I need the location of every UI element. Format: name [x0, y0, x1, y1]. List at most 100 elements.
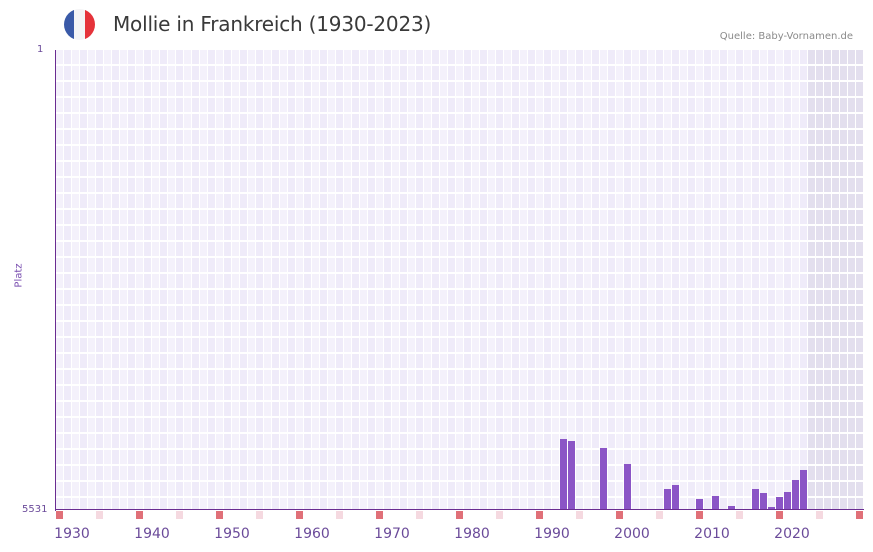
- bar-2014[interactable]: [728, 506, 735, 510]
- grid-column: [328, 50, 336, 510]
- chart-title: Mollie in Frankreich (1930-2023): [113, 12, 432, 36]
- bar-2010[interactable]: [696, 499, 703, 510]
- grid-column: [504, 50, 512, 510]
- grid-column: [672, 50, 680, 510]
- grid-column: [440, 50, 448, 510]
- grid-column: [632, 50, 640, 510]
- y-axis-top-label: 1: [37, 44, 44, 55]
- bar-2021[interactable]: [784, 492, 791, 510]
- grid-column: [792, 50, 800, 510]
- x-axis-label-2020: 2020: [774, 526, 810, 542]
- bar-2018[interactable]: [760, 493, 767, 510]
- grid-column: [464, 50, 472, 510]
- grid-column: [744, 50, 752, 510]
- grid-column: [512, 50, 520, 510]
- grid-column: [624, 50, 632, 510]
- y-axis-line: [55, 50, 56, 511]
- decade-marker-2030: [856, 511, 863, 519]
- half-decade-marker-2005: [656, 511, 663, 519]
- grid-column: [568, 50, 576, 510]
- x-axis-label-1930: 1930: [54, 526, 90, 542]
- grid-column: [680, 50, 688, 510]
- bar-2007[interactable]: [672, 485, 679, 510]
- grid-column: [480, 50, 488, 510]
- grid-column: [656, 50, 664, 510]
- half-decade-marker-1955: [256, 511, 263, 519]
- bar-2006[interactable]: [664, 489, 671, 510]
- bar-1993[interactable]: [560, 439, 567, 510]
- grid-column: [168, 50, 176, 510]
- grid-column: [312, 50, 320, 510]
- grid-column: [552, 50, 560, 510]
- grid-column: [232, 50, 240, 510]
- grid-column: [448, 50, 456, 510]
- grid-column: [528, 50, 536, 510]
- grid-column: [104, 50, 112, 510]
- grid-column: [600, 50, 608, 510]
- grid-column: [392, 50, 400, 510]
- grid-column: [280, 50, 288, 510]
- bar-2019[interactable]: [768, 507, 775, 510]
- grid-column: [640, 50, 648, 510]
- grid-column: [824, 50, 832, 510]
- grid-column: [472, 50, 480, 510]
- grid-column: [856, 50, 864, 510]
- grid-column: [360, 50, 368, 510]
- grid-column: [136, 50, 144, 510]
- grid-column: [96, 50, 104, 510]
- half-decade-marker-1965: [336, 511, 343, 519]
- grid-column: [152, 50, 160, 510]
- grid-column: [368, 50, 376, 510]
- grid-column: [488, 50, 496, 510]
- grid-column: [352, 50, 360, 510]
- decade-marker-2020: [776, 511, 783, 519]
- half-decade-marker-2025: [816, 511, 823, 519]
- grid-column: [616, 50, 624, 510]
- grid-column: [832, 50, 840, 510]
- decade-marker-1970: [376, 511, 383, 519]
- grid-column: [584, 50, 592, 510]
- grid-column: [648, 50, 656, 510]
- decade-marker-1950: [216, 511, 223, 519]
- decade-marker-2000: [616, 511, 623, 519]
- bar-2023[interactable]: [800, 470, 807, 510]
- bar-2022[interactable]: [792, 480, 799, 510]
- x-axis-label-1960: 1960: [294, 526, 330, 542]
- bar-1998[interactable]: [600, 448, 607, 510]
- x-axis-label-1980: 1980: [454, 526, 490, 542]
- bar-2017[interactable]: [752, 489, 759, 510]
- france-flag-icon: [64, 9, 95, 40]
- bar-2020[interactable]: [776, 497, 783, 510]
- decade-marker-1990: [536, 511, 543, 519]
- bar-2012[interactable]: [712, 496, 719, 510]
- grid-column: [72, 50, 80, 510]
- half-decade-marker-1975: [416, 511, 423, 519]
- grid-column: [712, 50, 720, 510]
- grid-column: [376, 50, 384, 510]
- bar-1994[interactable]: [568, 441, 575, 510]
- grid-column: [752, 50, 760, 510]
- grid-column: [808, 50, 816, 510]
- bar-2001[interactable]: [624, 464, 631, 510]
- grid-column: [696, 50, 704, 510]
- x-axis-line: [55, 509, 864, 510]
- source-credit: Quelle: Baby-Vornamen.de: [719, 31, 853, 42]
- half-decade-marker-1995: [576, 511, 583, 519]
- grid-column: [64, 50, 72, 510]
- x-axis-label-1990: 1990: [534, 526, 570, 542]
- grid-column: [400, 50, 408, 510]
- decade-marker-1960: [296, 511, 303, 519]
- half-decade-marker-1935: [96, 511, 103, 519]
- grid-column: [176, 50, 184, 510]
- x-axis-label-1970: 1970: [374, 526, 410, 542]
- plot-area: [56, 50, 864, 510]
- y-axis-title: Platz: [13, 263, 25, 288]
- grid-column: [256, 50, 264, 510]
- grid-column: [80, 50, 88, 510]
- decade-marker-1940: [136, 511, 143, 519]
- decade-marker-1980: [456, 511, 463, 519]
- grid-column: [560, 50, 568, 510]
- grid-column: [248, 50, 256, 510]
- grid-column: [240, 50, 248, 510]
- grid-column: [520, 50, 528, 510]
